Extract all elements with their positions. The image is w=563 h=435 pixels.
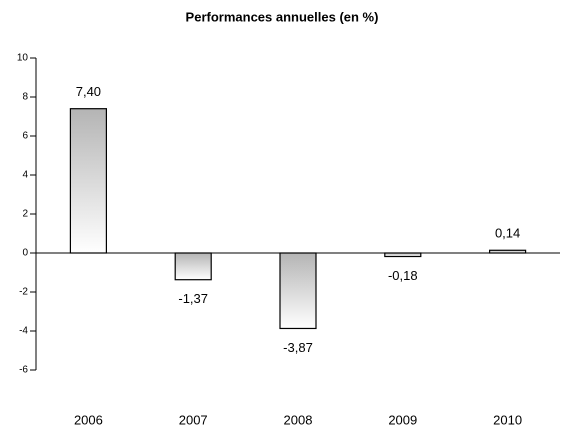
y-tick-label: 6	[22, 131, 28, 142]
y-tick-label: 0	[22, 248, 28, 259]
y-tick-label: 10	[17, 53, 29, 64]
bar	[69, 108, 108, 254]
x-tick-label: 2007	[179, 412, 208, 427]
x-tick-label: 2009	[388, 412, 417, 427]
x-tick-label: 2006	[74, 412, 103, 427]
y-tick-label: 4	[22, 170, 28, 181]
chart-title: Performances annuelles (en %)	[186, 9, 379, 24]
value-label: 0,14	[495, 226, 520, 241]
y-tick-label: -2	[19, 287, 28, 298]
value-label: -1,37	[178, 291, 208, 306]
bar	[174, 252, 212, 281]
y-tick-label: 8	[22, 92, 28, 103]
y-tick-label: -6	[19, 365, 28, 376]
bar	[384, 252, 422, 258]
bar	[279, 252, 317, 330]
y-tick-label: -4	[19, 326, 28, 337]
value-label: 7,40	[76, 84, 101, 99]
value-label: -0,18	[388, 268, 418, 283]
x-tick-label: 2008	[284, 412, 313, 427]
y-tick-label: 2	[22, 209, 28, 220]
value-label: -3,87	[283, 340, 313, 355]
x-tick-label: 2010	[493, 412, 522, 427]
